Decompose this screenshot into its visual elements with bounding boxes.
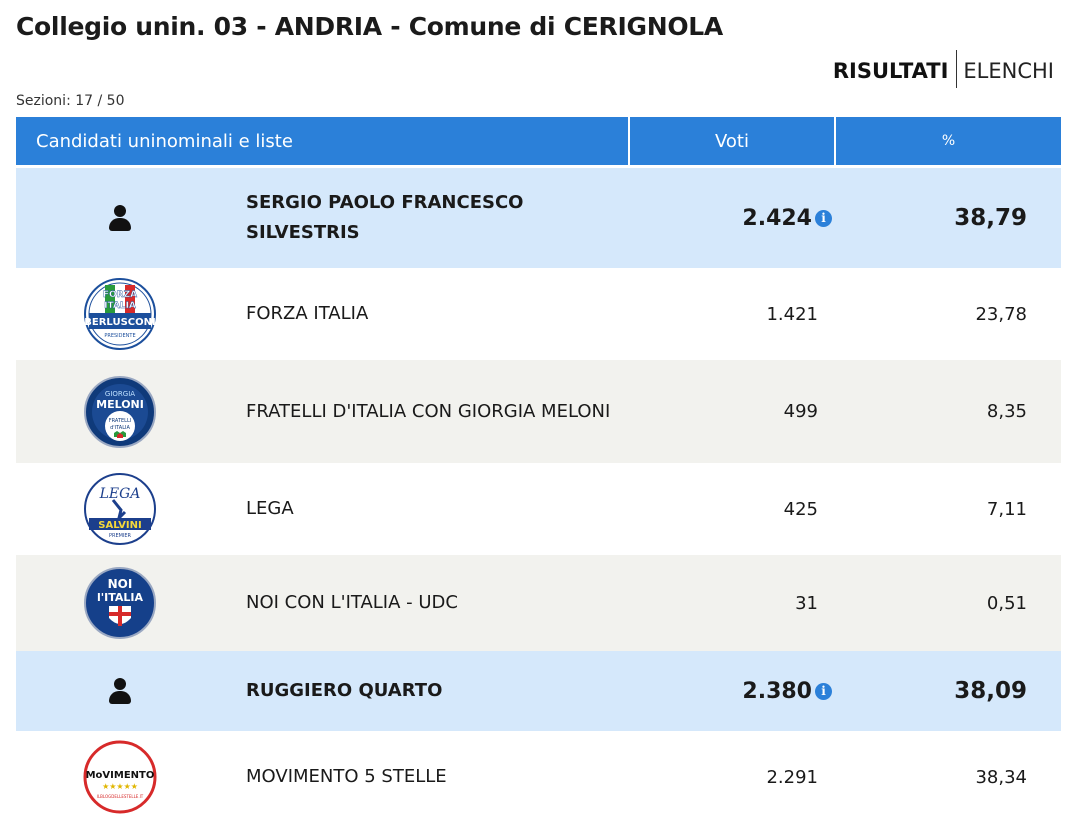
table-row-candidate: SERGIO PAOLO FRANCESCO SILVESTRIS 2.424 … — [16, 168, 1061, 268]
candidate-votes: 2.424 i — [604, 206, 836, 231]
table-row-list: GIORGIA MELONI FRATELLI d'ITALIA FRATELL… — [16, 360, 1061, 463]
table-row-list: LEGA SALVINI PREMIER LEGA 425 7,11 — [16, 463, 1061, 555]
list-pct: 0,51 — [986, 592, 1027, 614]
svg-text:SALVINI: SALVINI — [98, 520, 142, 531]
info-icon[interactable]: i — [815, 682, 832, 700]
list-name: MOVIMENTO 5 STELLE — [246, 766, 447, 787]
info-icon[interactable]: i — [815, 209, 832, 227]
candidate-icon-cell — [16, 205, 224, 231]
list-pct: 38,34 — [975, 766, 1027, 788]
list-logo-cell: FORZA ITALIA BERLUSCONI PRESIDENTE — [16, 277, 224, 351]
list-logo-cell: MoVIMENTO ★★★★★ ILBLOGDELLESTELLE.IT — [16, 740, 224, 814]
list-pct: 7,11 — [986, 498, 1027, 520]
list-logo-cell: GIORGIA MELONI FRATELLI d'ITALIA — [16, 375, 224, 449]
list-name: FORZA ITALIA — [246, 303, 369, 324]
list-name: NOI CON L'ITALIA - UDC — [246, 592, 458, 613]
list-pct: 8,35 — [986, 401, 1027, 422]
svg-text:MoVIMENTO: MoVIMENTO — [86, 770, 155, 781]
table-row-list: FORZA ITALIA BERLUSCONI PRESIDENTE FORZA… — [16, 268, 1061, 360]
list-votes: 1.421 — [766, 303, 818, 325]
candidate-name: SERGIO PAOLO FRANCESCO SILVESTRIS — [246, 192, 524, 243]
list-pct: 23,78 — [975, 303, 1027, 325]
svg-text:ITALIA: ITALIA — [104, 301, 136, 311]
svg-text:FORZA: FORZA — [103, 290, 137, 300]
noi-con-italia-logo: NOI l'ITALIA — [84, 567, 156, 639]
svg-text:PREMIER: PREMIER — [109, 533, 132, 539]
tab-lists[interactable]: ELENCHI — [963, 59, 1054, 83]
list-name: LEGA — [246, 498, 294, 519]
list-votes: 2.291 — [766, 766, 818, 788]
list-votes: 31 — [795, 592, 818, 614]
candidate-icon-cell — [16, 678, 224, 704]
candidate-pct: 38,79 — [954, 205, 1027, 231]
list-logo-cell: NOI l'ITALIA — [16, 566, 224, 640]
lega-logo: LEGA SALVINI PREMIER — [84, 473, 156, 545]
svg-text:LEGA: LEGA — [99, 486, 141, 502]
column-header-pct: % — [941, 133, 956, 149]
list-votes: 425 — [783, 498, 818, 520]
tab-separator — [956, 50, 958, 88]
sections-count: Sezioni: 17 / 50 — [16, 93, 125, 109]
fratelli-italia-logo: GIORGIA MELONI FRATELLI d'ITALIA — [84, 375, 156, 448]
list-votes: 499 — [783, 401, 818, 422]
movimento-5-stelle-logo: MoVIMENTO ★★★★★ ILBLOGDELLESTELLE.IT — [83, 740, 157, 814]
svg-text:MELONI: MELONI — [96, 398, 144, 411]
page-title: Collegio unin. 03 - ANDRIA - Comune di C… — [16, 12, 723, 41]
svg-text:NOI: NOI — [108, 577, 133, 591]
column-header-name: Candidati uninominali e liste — [16, 117, 630, 165]
svg-text:PRESIDENTE: PRESIDENTE — [104, 333, 135, 339]
table-header: Candidati uninominali e liste Voti % — [16, 117, 1061, 165]
svg-text:ILBLOGDELLESTELLE.IT: ILBLOGDELLESTELLE.IT — [97, 794, 144, 799]
svg-text:★★★★★: ★★★★★ — [102, 782, 138, 791]
results-table: Candidati uninominali e liste Voti % SER… — [16, 117, 1061, 823]
candidate-votes-value: 2.380 — [742, 678, 812, 704]
svg-text:GIORGIA: GIORGIA — [105, 390, 135, 398]
svg-text:BERLUSCONI: BERLUSCONI — [84, 317, 155, 328]
person-icon — [108, 678, 132, 704]
list-name: FRATELLI D'ITALIA CON GIORGIA MELONI — [246, 400, 611, 422]
column-header-votes: Voti — [630, 117, 836, 165]
table-row-list: NOI l'ITALIA NOI CON L'ITALIA - UDC 31 0… — [16, 555, 1061, 651]
candidate-pct: 38,09 — [954, 678, 1027, 704]
tab-results[interactable]: RISULTATI — [832, 59, 949, 83]
list-logo-cell: LEGA SALVINI PREMIER — [16, 472, 224, 546]
view-switch: RISULTATI ELENCHI — [832, 50, 1054, 88]
forza-italia-logo: FORZA ITALIA BERLUSCONI PRESIDENTE — [84, 278, 156, 350]
candidate-votes: 2.380 i — [604, 679, 836, 704]
table-row-list: MoVIMENTO ★★★★★ ILBLOGDELLESTELLE.IT MOV… — [16, 731, 1061, 823]
svg-text:FRATELLI: FRATELLI — [109, 418, 131, 424]
candidate-name: RUGGIERO QUARTO — [246, 680, 443, 701]
table-row-candidate: RUGGIERO QUARTO 2.380 i 38,09 — [16, 651, 1061, 731]
svg-text:d'ITALIA: d'ITALIA — [110, 425, 130, 431]
person-icon — [108, 205, 132, 231]
svg-text:l'ITALIA: l'ITALIA — [97, 591, 143, 604]
candidate-votes-value: 2.424 — [742, 205, 812, 231]
